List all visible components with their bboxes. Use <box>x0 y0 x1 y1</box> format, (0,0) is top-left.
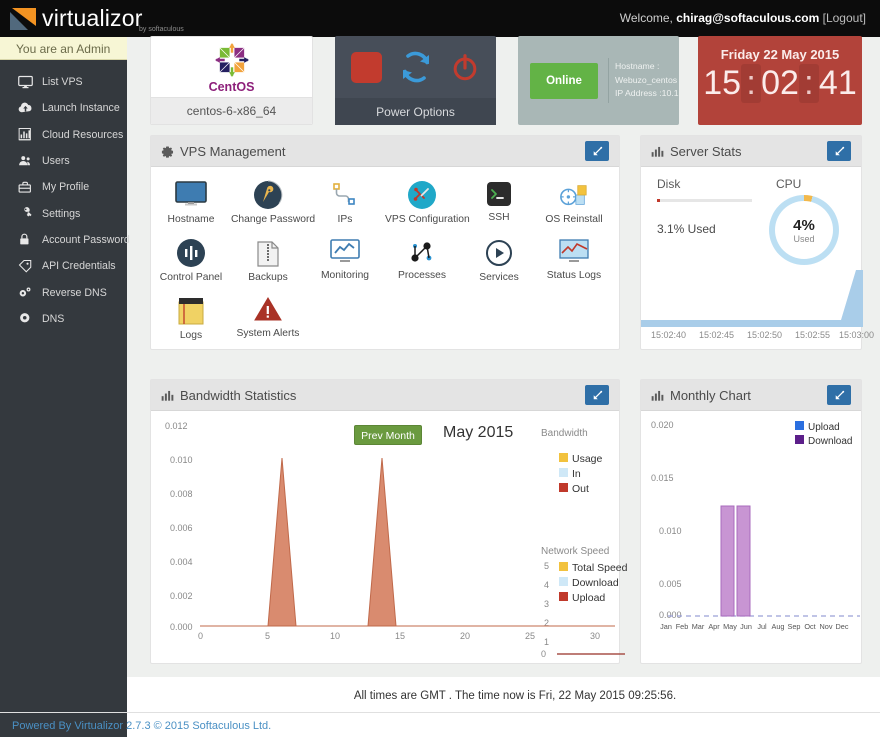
svg-text:5: 5 <box>265 631 270 641</box>
svg-text:0.002: 0.002 <box>170 591 193 601</box>
svg-text:0.004: 0.004 <box>170 557 193 567</box>
svg-text:Jul: Jul <box>757 622 767 631</box>
svg-text:Apr: Apr <box>708 622 720 631</box>
svg-text:25: 25 <box>525 631 535 641</box>
svg-text:Sep: Sep <box>788 622 801 631</box>
svg-text:Dec: Dec <box>836 622 849 631</box>
svg-text:0.012: 0.012 <box>165 421 188 431</box>
svg-text:30: 30 <box>590 631 600 641</box>
svg-text:0.010: 0.010 <box>170 455 193 465</box>
svg-text:20: 20 <box>460 631 470 641</box>
svg-text:0.010: 0.010 <box>659 526 682 536</box>
svg-text:10: 10 <box>330 631 340 641</box>
svg-text:Jun: Jun <box>740 622 752 631</box>
svg-text:Mar: Mar <box>692 622 705 631</box>
svg-text:15: 15 <box>395 631 405 641</box>
svg-text:May: May <box>723 622 737 631</box>
svg-text:Oct: Oct <box>804 622 815 631</box>
svg-text:Nov: Nov <box>820 622 833 631</box>
svg-text:Jan: Jan <box>660 622 672 631</box>
svg-text:Aug: Aug <box>772 622 785 631</box>
svg-text:0.015: 0.015 <box>651 473 674 483</box>
svg-text:0.005: 0.005 <box>659 579 682 589</box>
svg-text:0.006: 0.006 <box>170 523 193 533</box>
svg-text:0.008: 0.008 <box>170 489 193 499</box>
svg-text:Feb: Feb <box>676 622 689 631</box>
svg-text:0.020: 0.020 <box>651 420 674 430</box>
svg-text:0.000: 0.000 <box>659 610 682 620</box>
svg-text:0: 0 <box>198 631 203 641</box>
svg-text:0.000: 0.000 <box>170 622 193 632</box>
